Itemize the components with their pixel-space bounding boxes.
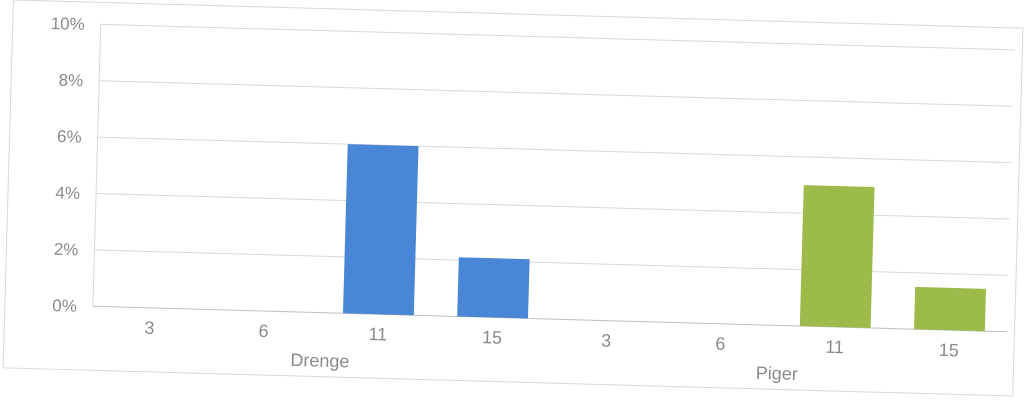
gridline	[99, 80, 1013, 107]
x-tick-label: 11	[825, 337, 844, 358]
bar-drenge-15	[457, 257, 530, 319]
bar-drenge-11	[342, 144, 419, 316]
y-tick-label: 10%	[50, 14, 85, 34]
gridline	[100, 23, 1015, 51]
gridline	[97, 136, 1012, 164]
y-axis: 0% 2% 4% 6% 8% 10%	[50, 14, 85, 316]
group-label-drenge: Drenge	[290, 350, 350, 372]
group-label-piger: Piger	[755, 363, 798, 384]
x-tick-label: 15	[482, 327, 503, 348]
y-axis-line	[92, 24, 102, 307]
x-tick-label: 6	[715, 334, 726, 354]
y-tick-label: 4%	[55, 183, 80, 203]
y-tick-label: 0%	[52, 296, 77, 316]
bar-piger-11	[799, 185, 875, 329]
x-tick-label: 6	[258, 321, 269, 341]
y-tick-label: 6%	[57, 127, 82, 147]
x-axis: 3 6 11 15 3 6 11 15 Drenge Piger	[144, 318, 960, 384]
x-tick-label: 3	[144, 318, 155, 338]
x-tick-label: 15	[939, 340, 960, 361]
gridlines	[92, 23, 1015, 333]
bars	[342, 144, 986, 332]
x-tick-label: 3	[601, 330, 612, 350]
bar-piger-15	[914, 286, 986, 332]
y-tick-label: 2%	[54, 240, 79, 260]
y-tick-label: 8%	[58, 71, 83, 91]
x-tick-label: 11	[368, 324, 387, 345]
